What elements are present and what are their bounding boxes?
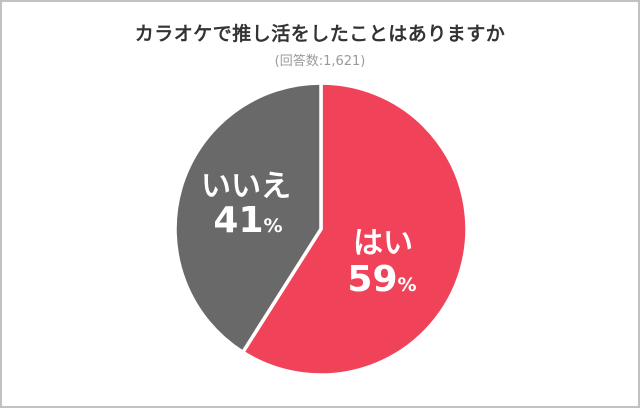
- slice-value-no-number: 41: [213, 200, 263, 241]
- pie-labels: いいえ 41% はい 59%: [201, 169, 417, 300]
- slice-value-yes-unit: %: [398, 274, 417, 296]
- slice-value-yes: 59%: [347, 259, 416, 300]
- slice-label-yes: はい: [353, 226, 413, 261]
- pie-slice-yes: [241, 81, 469, 377]
- chart-title: カラオケで推し活をしたことはありますか: [134, 23, 506, 45]
- slice-label-no: いいえ: [201, 169, 291, 204]
- pie-slice-no: [173, 81, 323, 355]
- slice-value-no-unit: %: [264, 215, 283, 237]
- response-count: (回答数:1,621): [274, 54, 366, 69]
- slice-value-no: 41%: [213, 200, 282, 241]
- pie-slices: [173, 81, 469, 377]
- slice-value-yes-number: 59: [347, 259, 397, 300]
